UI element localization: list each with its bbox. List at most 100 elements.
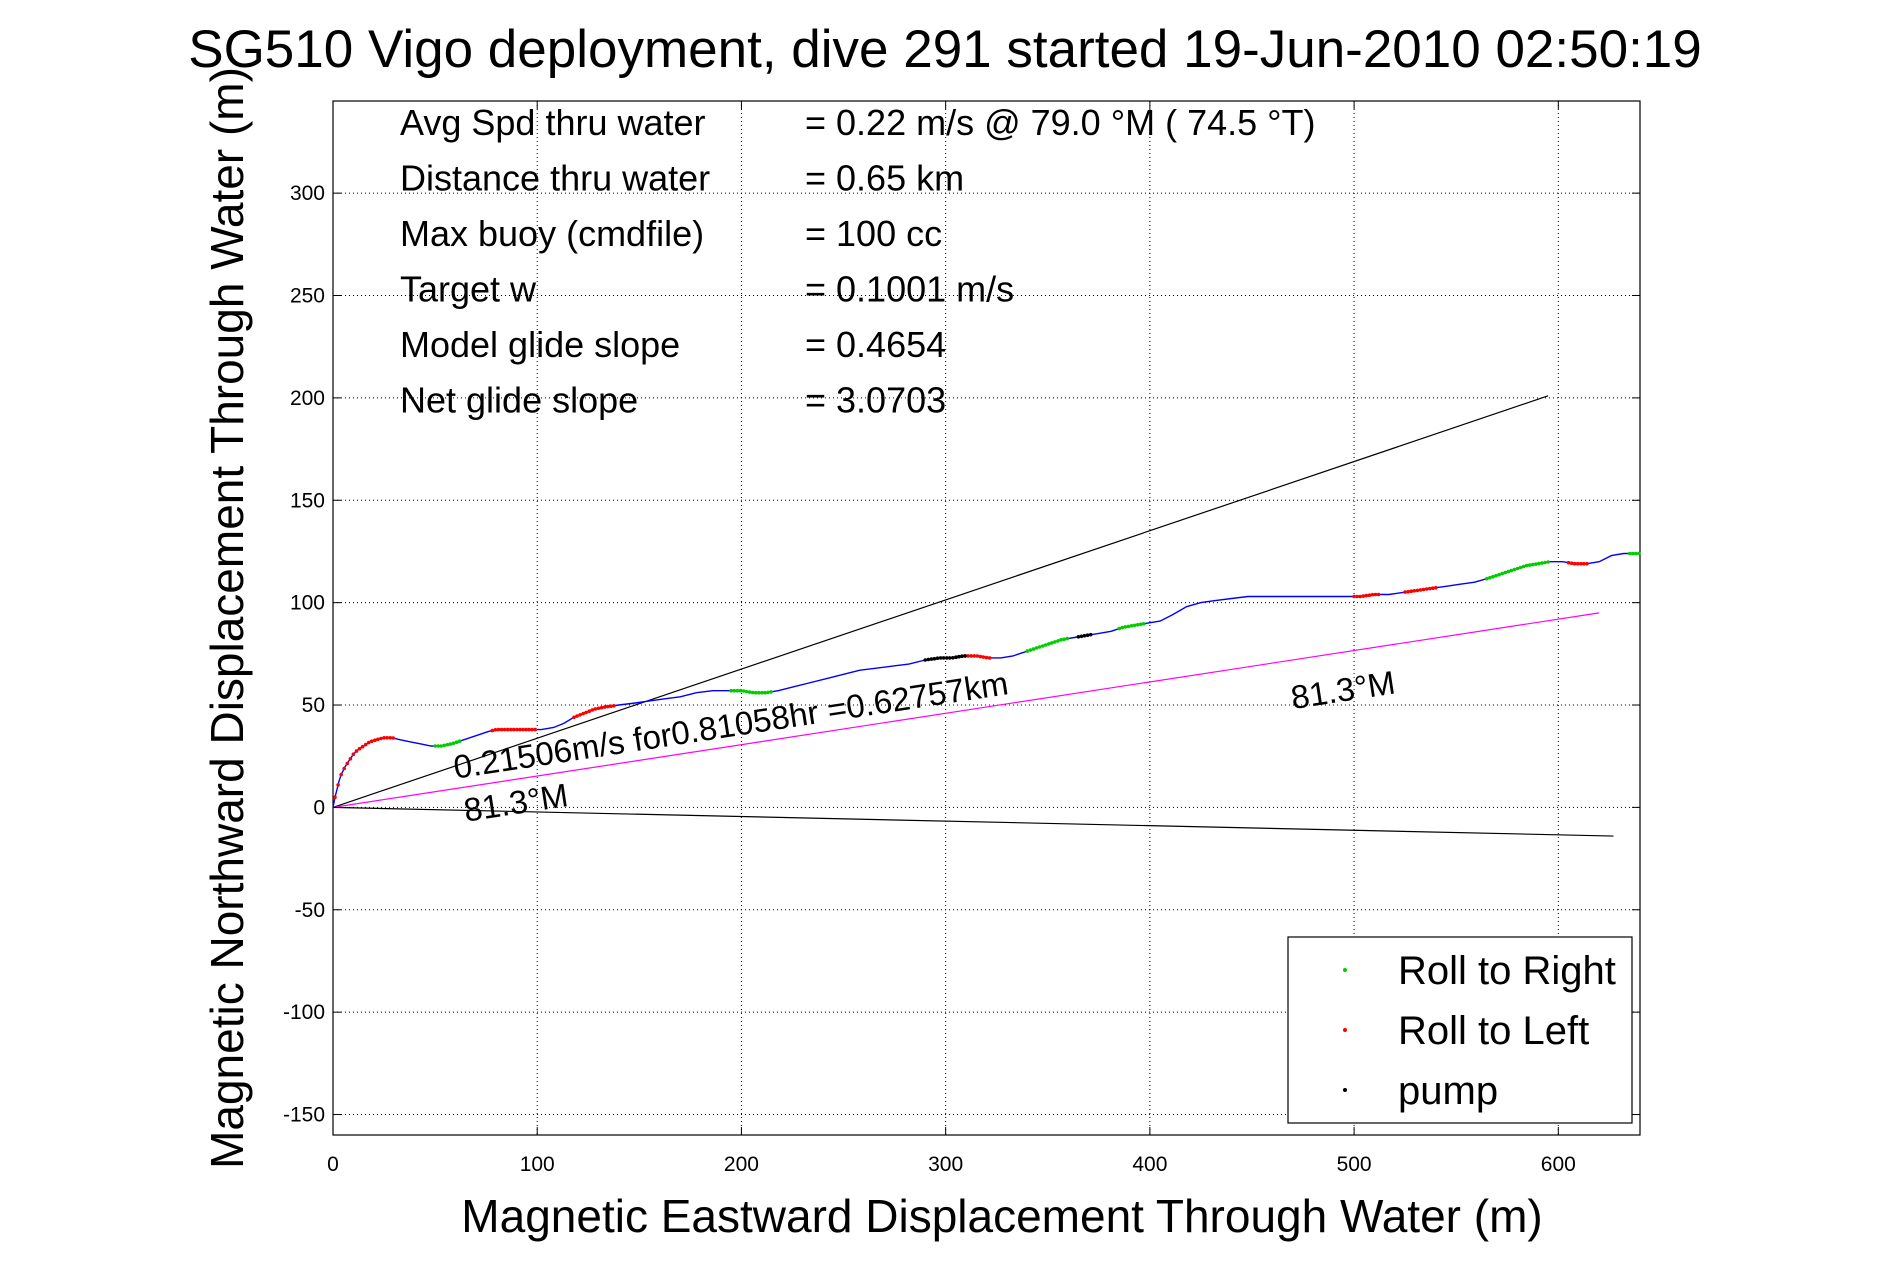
roll-left-marker xyxy=(1364,593,1369,598)
roll-right-marker xyxy=(1485,576,1489,581)
pump-marker xyxy=(929,657,934,661)
roll-left-marker xyxy=(1361,594,1366,598)
roll-right-marker xyxy=(1631,551,1635,556)
roll-right-marker xyxy=(445,742,450,747)
roll-left-marker xyxy=(1418,588,1423,592)
roll-right-marker xyxy=(729,688,733,693)
roll-left-marker xyxy=(382,736,386,740)
roll-left-marker xyxy=(521,727,525,732)
roll-left-marker xyxy=(391,736,396,740)
roll-left-marker xyxy=(1373,592,1378,597)
roll-left-marker xyxy=(1409,589,1414,593)
roll-right-marker xyxy=(1138,622,1143,627)
pump-marker xyxy=(938,656,943,660)
roll-right-marker xyxy=(1043,643,1048,647)
x-axis-title: Magnetic Eastward Displacement Through W… xyxy=(461,1190,1542,1242)
pump-marker xyxy=(1079,634,1084,639)
roll-left-marker xyxy=(493,728,498,732)
lower-bound-line xyxy=(332,806,1614,837)
y-tick-label: 200 xyxy=(290,387,325,410)
roll-left-marker xyxy=(351,752,356,756)
roll-right-marker xyxy=(457,739,462,743)
y-tick-label: 300 xyxy=(290,182,325,205)
roll-right-marker xyxy=(1488,575,1492,580)
roll-right-marker xyxy=(747,690,752,694)
roll-right-marker xyxy=(448,742,453,746)
pump-marker xyxy=(1082,633,1087,638)
roll-left-marker xyxy=(524,727,528,732)
roll-right-marker xyxy=(1129,624,1134,628)
roll-right-marker xyxy=(757,690,761,695)
roll-left-marker xyxy=(975,654,980,658)
roll-left-marker xyxy=(388,736,393,740)
legend-marker xyxy=(1343,968,1347,972)
summary-value: = 3.0703 xyxy=(805,380,946,421)
pump-marker xyxy=(947,656,952,660)
roll-left-marker xyxy=(590,708,595,712)
x-tick-label: 600 xyxy=(1541,1153,1576,1176)
roll-left-marker xyxy=(1376,592,1381,597)
roll-left-marker xyxy=(984,655,989,660)
roll-right-marker xyxy=(1534,562,1538,566)
roll-left-marker xyxy=(584,710,588,715)
roll-right-marker xyxy=(1031,647,1036,651)
roll-right-marker xyxy=(1634,551,1638,556)
roll-left-marker xyxy=(966,654,970,658)
roll-left-marker xyxy=(508,727,513,732)
roll-left-marker xyxy=(1579,561,1583,566)
roll-right-marker xyxy=(1126,624,1131,629)
roll-left-marker xyxy=(1421,587,1426,592)
roll-left-marker xyxy=(1406,589,1410,594)
x-tick-label: 100 xyxy=(520,1153,555,1176)
roll-left-marker xyxy=(605,704,610,709)
roll-left-marker xyxy=(1430,586,1435,590)
roll-left-marker xyxy=(972,654,976,658)
summary-value: = 0.1001 m/s xyxy=(805,269,1014,310)
y-tick-label: 250 xyxy=(290,285,325,308)
y-tick-label: -100 xyxy=(283,1001,325,1024)
summary-label: Model glide slope xyxy=(400,324,680,365)
roll-right-marker xyxy=(1637,551,1641,556)
roll-right-marker xyxy=(433,744,437,748)
roll-left-marker xyxy=(987,656,992,660)
y-tick-label: 0 xyxy=(313,796,325,819)
roll-left-marker xyxy=(593,707,598,711)
roll-left-marker xyxy=(490,728,495,733)
roll-left-marker xyxy=(1355,594,1359,599)
roll-right-marker xyxy=(1025,649,1030,653)
summary-label: Target w xyxy=(400,269,537,310)
roll-left-marker xyxy=(1367,593,1372,597)
summary-value: = 0.22 m/s @ 79.0 °M ( 74.5 °T) xyxy=(805,102,1316,143)
pump-marker xyxy=(941,656,946,660)
course-line xyxy=(332,612,1600,808)
roll-left-marker xyxy=(366,740,371,745)
roll-right-marker xyxy=(1141,622,1146,626)
pump-marker xyxy=(1088,632,1093,637)
roll-right-marker xyxy=(1062,637,1066,641)
roll-right-marker xyxy=(1117,626,1121,631)
roll-right-marker xyxy=(1120,625,1125,630)
roll-left-marker xyxy=(511,727,516,732)
legend-label: pump xyxy=(1398,1069,1498,1113)
roll-left-marker xyxy=(336,783,340,787)
roll-left-marker xyxy=(1424,587,1429,591)
roll-right-marker xyxy=(1527,563,1532,567)
roll-left-marker xyxy=(515,727,519,732)
roll-right-marker xyxy=(436,744,441,748)
roll-right-marker xyxy=(760,690,764,695)
roll-left-marker xyxy=(1412,589,1417,593)
pump-marker xyxy=(951,656,955,660)
roll-right-marker xyxy=(1524,563,1529,568)
roll-left-marker xyxy=(602,705,607,709)
summary-value: = 0.4654 xyxy=(805,324,946,365)
roll-right-marker xyxy=(1497,572,1501,577)
roll-right-marker xyxy=(1546,560,1550,564)
x-tick-label: 0 xyxy=(327,1153,339,1176)
roll-right-marker xyxy=(1543,560,1547,565)
roll-left-marker xyxy=(345,761,350,766)
roll-left-marker xyxy=(969,654,973,658)
roll-left-marker xyxy=(333,795,337,799)
roll-right-marker xyxy=(732,688,737,693)
legend-marker xyxy=(1343,1088,1347,1092)
